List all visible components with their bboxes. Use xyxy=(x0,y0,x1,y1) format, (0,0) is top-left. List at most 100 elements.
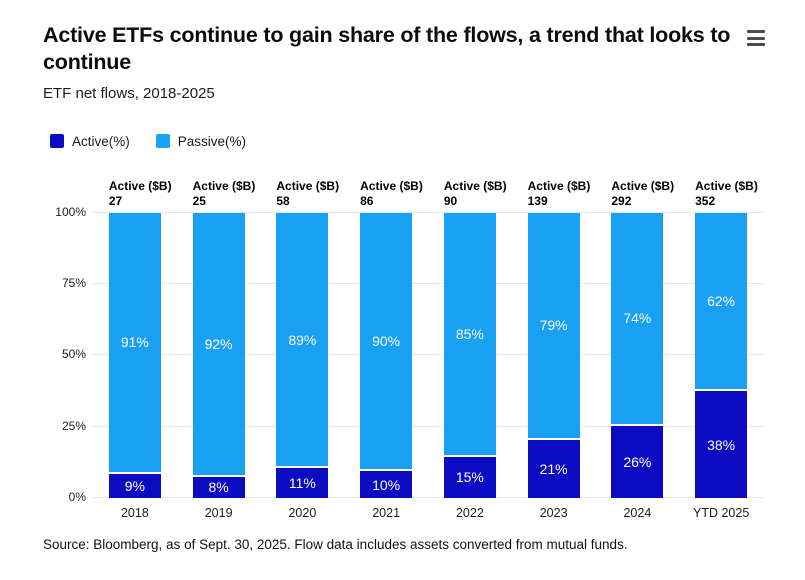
bar-top-label-title: Active ($B) xyxy=(611,178,675,193)
bar-top-label: Active ($B) 292 xyxy=(611,178,675,213)
active-value-label: 10% xyxy=(372,476,401,493)
active-segment: 10% xyxy=(360,469,413,498)
bar-top-label-value: 292 xyxy=(611,194,632,209)
stacked-bar: 91% 9% xyxy=(108,212,161,498)
passive-segment: 74% xyxy=(611,212,664,424)
bar-top-label-title: Active ($B) xyxy=(276,178,340,193)
passive-value-label: 90% xyxy=(372,333,401,349)
chart-legend: Active(%) Passive(%) xyxy=(50,134,763,149)
passive-segment: 92% xyxy=(192,212,245,475)
bar-column: Active ($B) 139 79% 21% 2023 xyxy=(512,179,596,522)
bar-top-label-title: Active ($B) xyxy=(360,178,423,193)
bar-top-label: Active ($B) 86 xyxy=(360,178,423,213)
bar-top-label: Active ($B) 352 xyxy=(695,178,758,213)
stacked-bar: 74% 26% xyxy=(611,212,664,498)
bar-top-label-value: 58 xyxy=(276,194,290,209)
passive-value-label: 74% xyxy=(623,310,652,327)
bar-column: Active ($B) 90 85% 15% 2022 xyxy=(428,179,512,522)
active-value-label: 11% xyxy=(288,475,316,492)
x-tick-label: 2023 xyxy=(539,505,568,520)
legend-item-passive: Passive(%) xyxy=(155,133,247,149)
passive-segment: 90% xyxy=(360,212,413,470)
x-tick-label: 2024 xyxy=(623,505,652,520)
bar-columns: Active ($B) 27 91% 9% 2018 Active ($B) 25 92% 8%… xyxy=(93,179,763,522)
legend-item-active: Active(%) xyxy=(50,134,130,149)
passive-segment: 62% xyxy=(695,212,748,390)
active-value-label: 38% xyxy=(707,436,736,453)
bar-column: Active ($B) 292 74% 26% 2024 xyxy=(596,179,680,522)
bar-column: Active ($B) 27 91% 9% 2018 xyxy=(93,179,177,522)
bar-column: Active ($B) 58 89% 11% 2020 xyxy=(261,179,345,522)
bar-top-label-title: Active ($B) xyxy=(695,178,758,193)
bar-column: Active ($B) 86 90% 10% 2021 xyxy=(344,179,428,522)
passive-value-label: 85% xyxy=(455,325,484,342)
passive-segment: 91% xyxy=(108,212,161,473)
active-swatch-icon xyxy=(50,134,64,149)
gridline xyxy=(93,211,763,213)
bar-top-label-value: 90 xyxy=(443,194,458,209)
active-segment: 15% xyxy=(443,455,496,498)
bar-top-label-value: 86 xyxy=(360,194,374,209)
passive-value-label: 62% xyxy=(707,293,736,310)
active-segment: 9% xyxy=(108,472,161,498)
bar-top-label-title: Active ($B) xyxy=(527,178,591,193)
page-title: Active ETFs continue to gain share of th… xyxy=(43,23,731,74)
page-subtitle: ETF net flows, 2018-2025 xyxy=(43,84,215,102)
bar-top-label: Active ($B) 58 xyxy=(276,178,340,213)
bar-top-label-value: 27 xyxy=(108,194,123,209)
passive-segment: 79% xyxy=(527,212,580,438)
x-tick-label: 2021 xyxy=(372,505,401,520)
y-tick-label: 75% xyxy=(61,276,86,290)
active-segment: 38% xyxy=(695,389,748,498)
gridline xyxy=(93,354,763,356)
header: Active ETFs continue to gain share of th… xyxy=(43,22,765,102)
active-segment: 26% xyxy=(611,423,664,498)
stacked-bar-chart: 0% 25% 50% 75% 100% Active ($B) 27 91% 9% 2018 Ac… xyxy=(55,179,763,522)
passive-swatch-icon xyxy=(155,134,170,149)
y-tick-label: 0% xyxy=(68,489,86,504)
active-value-label: 8% xyxy=(208,479,229,496)
bar-column: Active ($B) 25 92% 8% 2019 xyxy=(177,179,261,522)
active-value-label: 9% xyxy=(124,477,145,494)
y-tick-label: 25% xyxy=(61,418,86,433)
bar-top-label-title: Active ($B) xyxy=(108,178,172,193)
source-note: Source: Bloomberg, as of Sept. 30, 2025.… xyxy=(43,536,628,552)
bar-top-label-value: 352 xyxy=(695,194,716,209)
passive-value-label: 92% xyxy=(204,335,233,352)
menu-button[interactable] xyxy=(745,29,767,47)
stacked-bar: 62% 38% xyxy=(695,212,748,498)
gridline xyxy=(93,283,763,284)
x-tick-label: 2022 xyxy=(455,505,484,520)
active-segment: 8% xyxy=(192,474,245,498)
gridline xyxy=(93,425,763,427)
passive-value-label: 79% xyxy=(539,317,568,334)
bar-top-label: Active ($B) 25 xyxy=(192,178,256,213)
bar-top-label-title: Active ($B) xyxy=(443,178,507,193)
passive-segment: 89% xyxy=(276,212,329,467)
bar-column: Active ($B) 352 62% 38% YTD 2025 xyxy=(679,179,763,522)
active-segment: 11% xyxy=(276,466,329,498)
stacked-bar: 90% 10% xyxy=(360,212,413,498)
stacked-bar: 89% 11% xyxy=(276,212,329,498)
bar-top-label-value: 25 xyxy=(192,194,206,209)
stacked-bar: 85% 15% xyxy=(443,212,496,498)
x-tick-label: 2018 xyxy=(120,505,149,520)
bar-top-label: Active ($B) 27 xyxy=(108,178,172,213)
stacked-bar: 92% 8% xyxy=(192,212,245,498)
x-tick-label: 2019 xyxy=(204,505,233,520)
bar-top-label-title: Active ($B) xyxy=(192,178,256,193)
grid-layer: 0% 25% 50% 75% 100% xyxy=(55,205,763,504)
bar-top-label-value: 139 xyxy=(527,194,548,209)
stacked-bar: 79% 21% xyxy=(527,212,580,498)
passive-value-label: 91% xyxy=(120,334,149,351)
bar-top-label: Active ($B) 90 xyxy=(443,178,507,213)
legend-label: Passive(%) xyxy=(177,133,247,149)
active-segment: 21% xyxy=(527,437,580,498)
x-tick-label: 2020 xyxy=(288,505,317,520)
active-value-label: 26% xyxy=(623,453,652,470)
y-tick-label: 100% xyxy=(55,204,86,219)
bar-top-label: Active ($B) 139 xyxy=(527,178,591,213)
passive-value-label: 89% xyxy=(288,331,317,348)
y-tick-label: 50% xyxy=(61,347,86,362)
active-value-label: 21% xyxy=(539,460,568,477)
